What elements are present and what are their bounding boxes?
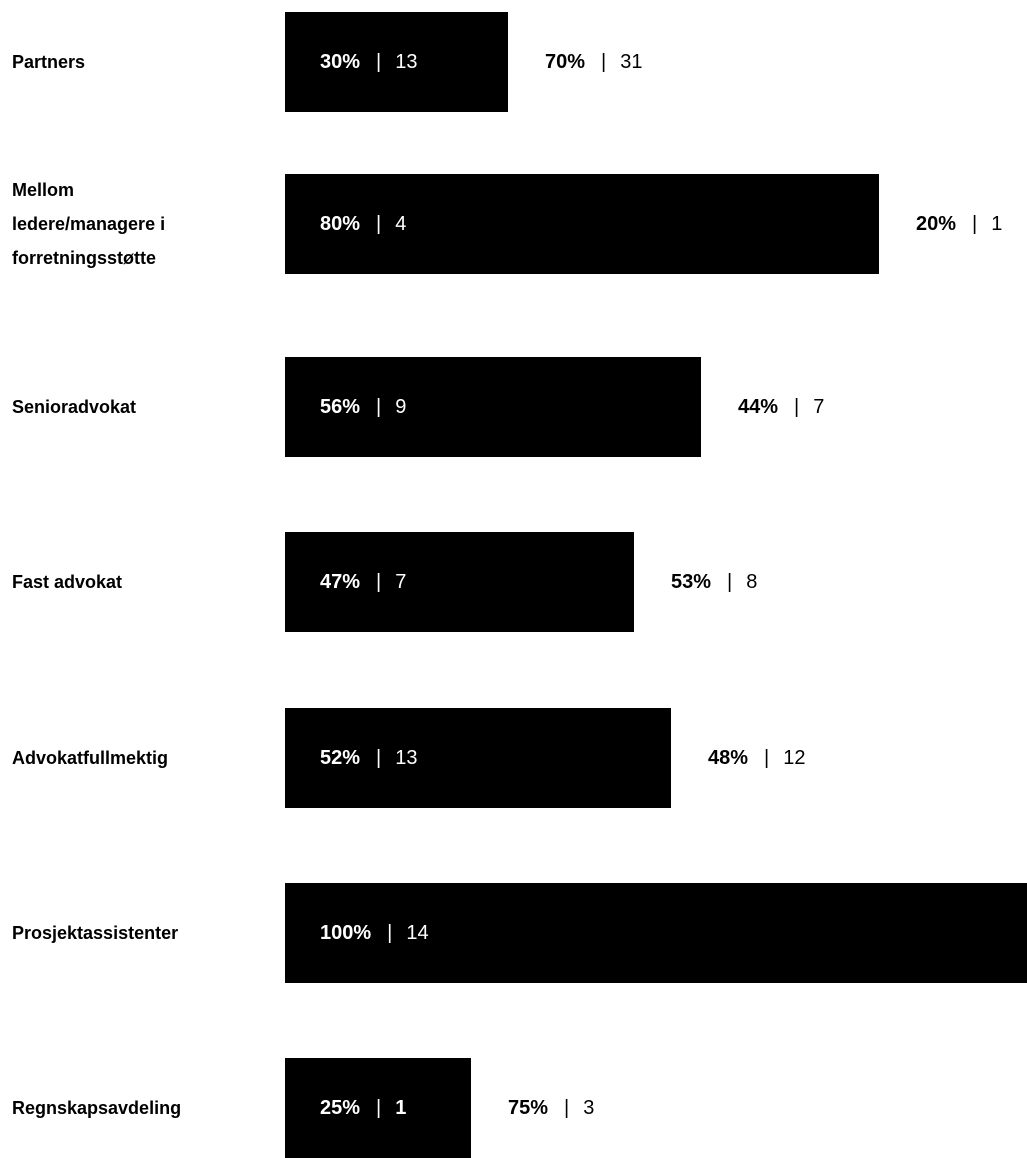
percent-label: 47% <box>320 571 361 593</box>
category-label: Mellom ledere/managere i forretningsstøtte <box>12 173 272 275</box>
count-label: 4 <box>395 213 407 235</box>
category-label: Advokatfullmektig <box>12 741 272 775</box>
percent-label: 56% <box>320 396 361 418</box>
separator: | <box>794 396 800 418</box>
count-label: 13 <box>395 51 418 73</box>
percent-label: 75% <box>508 1097 549 1119</box>
percent-label: 25% <box>320 1097 361 1119</box>
separator: | <box>376 747 382 769</box>
bar <box>285 357 701 457</box>
bar <box>285 12 508 112</box>
category-label-line: Advokatfullmektig <box>12 748 169 768</box>
percent-label: 53% <box>671 571 712 593</box>
count-label: 7 <box>813 396 825 418</box>
bar-value-label: 25% | 1 <box>320 1096 406 1120</box>
bar-value-label: 52% | 13 <box>320 746 417 770</box>
remainder-value-label: 70% | 31 <box>545 50 642 74</box>
separator: | <box>764 747 770 769</box>
separator: | <box>972 213 978 235</box>
chart-row: Prosjektassistenter 100% | 14 <box>0 883 1027 983</box>
separator: | <box>376 51 382 73</box>
count-label: 1 <box>395 1097 407 1119</box>
category-label: Fast advokat <box>12 565 272 599</box>
category-label-line: Fast advokat <box>12 572 123 592</box>
bar-value-label: 100% | 14 <box>320 921 429 945</box>
bar <box>285 174 879 274</box>
category-label-line: Mellom <box>12 180 75 200</box>
remainder-value-label: 44% | 7 <box>738 395 824 419</box>
percent-label: 48% <box>708 747 749 769</box>
count-label: 13 <box>395 747 418 769</box>
bar-value-label: 30% | 13 <box>320 50 417 74</box>
category-label-line: Senioradvokat <box>12 397 137 417</box>
separator: | <box>376 1097 382 1119</box>
category-label: Regnskapsavdeling <box>12 1091 272 1125</box>
count-label: 3 <box>583 1097 595 1119</box>
count-label: 7 <box>395 571 407 593</box>
separator: | <box>727 571 733 593</box>
separator: | <box>564 1097 570 1119</box>
chart-row: Senioradvokat 56% | 9 44% | 7 <box>0 357 1027 457</box>
bar-value-label: 80% | 4 <box>320 212 406 236</box>
chart-row: Mellom ledere/managere i forretningsstøtte… <box>0 174 1027 274</box>
percent-label: 52% <box>320 747 361 769</box>
percent-label: 44% <box>738 396 779 418</box>
separator: | <box>387 922 393 944</box>
bar <box>285 708 671 808</box>
percent-label: 80% <box>320 213 361 235</box>
count-label: 14 <box>406 922 429 944</box>
chart-row: Fast advokat 47% | 7 53% | 8 <box>0 532 1027 632</box>
chart-row: Advokatfullmektig 52% | 13 48% | 12 <box>0 708 1027 808</box>
separator: | <box>601 51 607 73</box>
percent-label: 100% <box>320 922 372 944</box>
count-label: 8 <box>746 571 758 593</box>
count-label: 1 <box>991 213 1003 235</box>
category-label-line: Regnskapsavdeling <box>12 1098 182 1118</box>
bar <box>285 532 634 632</box>
remainder-value-label: 20% | 1 <box>916 212 1002 236</box>
separator: | <box>376 213 382 235</box>
count-label: 9 <box>395 396 407 418</box>
chart-row: Partners 30% | 13 70% | 31 <box>0 12 1027 112</box>
chart-row: Regnskapsavdeling 25% | 1 75% | 3 <box>0 1058 1027 1158</box>
category-label-line: ledere/managere i <box>12 214 166 234</box>
category-label-line: Prosjektassistenter <box>12 923 179 943</box>
percent-label: 30% <box>320 51 361 73</box>
bar-value-label: 56% | 9 <box>320 395 406 419</box>
remainder-value-label: 53% | 8 <box>671 570 757 594</box>
bar <box>285 1058 471 1158</box>
percent-label: 20% <box>916 213 957 235</box>
remainder-value-label: 75% | 3 <box>508 1096 594 1120</box>
category-label: Partners <box>12 45 272 79</box>
separator: | <box>376 396 382 418</box>
bar-value-label: 47% | 7 <box>320 570 406 594</box>
category-label: Senioradvokat <box>12 390 272 424</box>
count-label: 12 <box>783 747 806 769</box>
percent-label: 70% <box>545 51 586 73</box>
separator: | <box>376 571 382 593</box>
count-label: 31 <box>620 51 643 73</box>
category-label-line: forretningsstøtte <box>12 248 156 268</box>
category-label-line: Partners <box>12 52 86 72</box>
bar <box>285 883 1027 983</box>
remainder-value-label: 48% | 12 <box>708 746 805 770</box>
category-label: Prosjektassistenter <box>12 916 272 950</box>
